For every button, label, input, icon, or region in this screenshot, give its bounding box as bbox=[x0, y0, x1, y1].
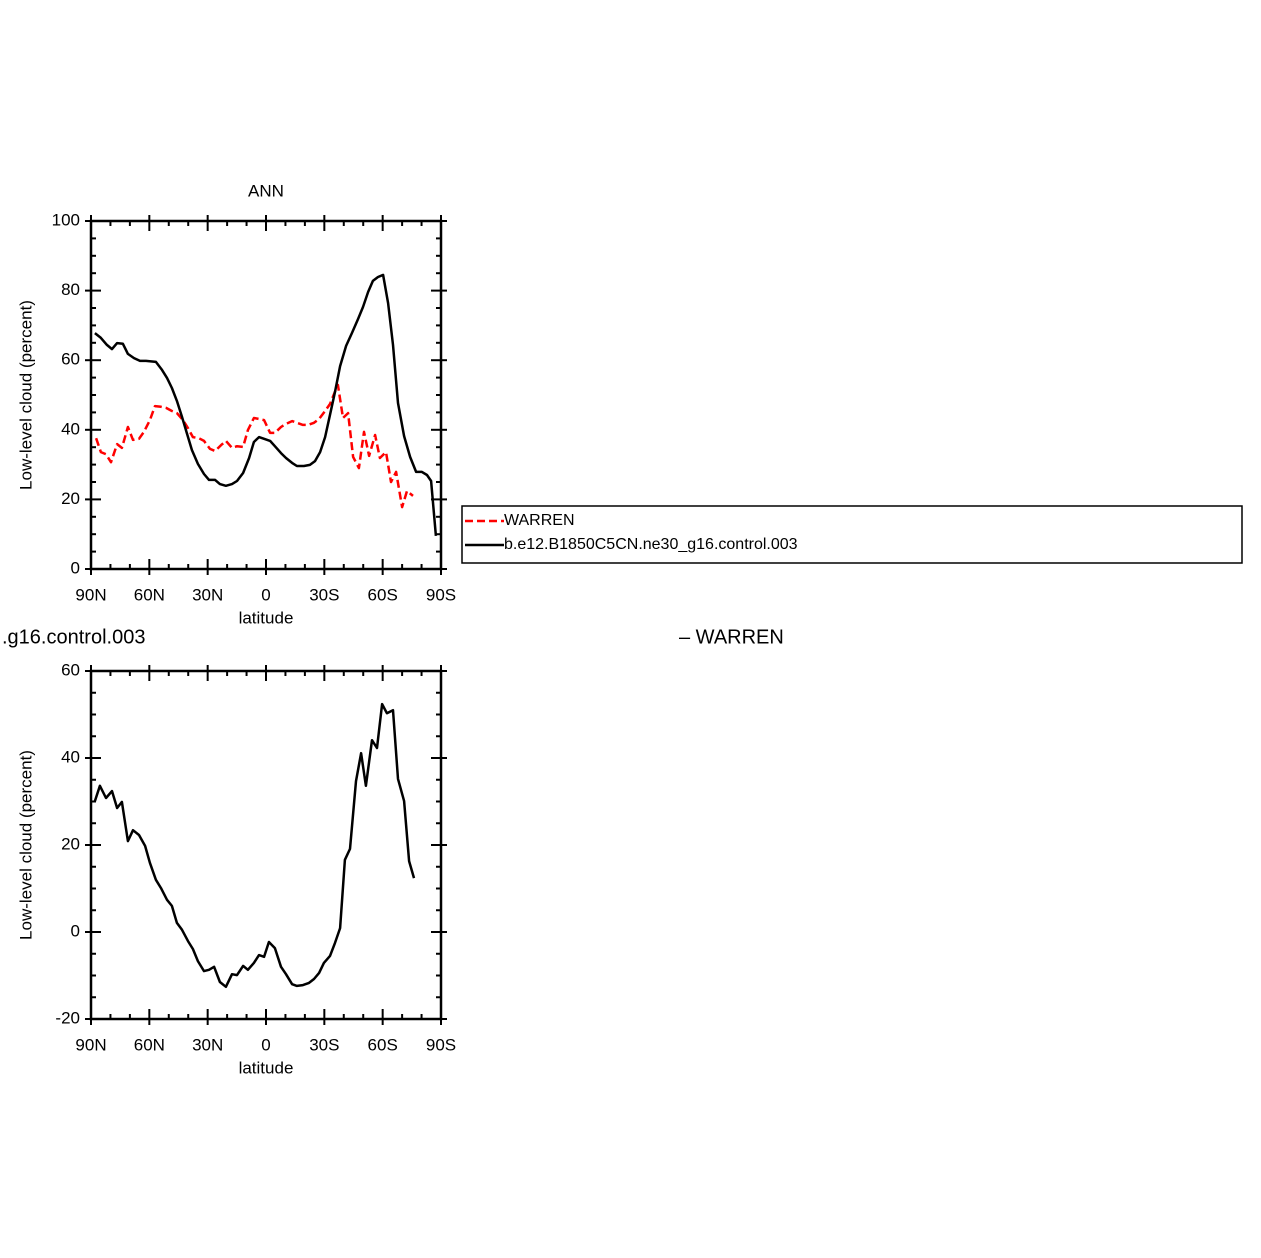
y-tick-label: 0 bbox=[71, 558, 80, 577]
legend-box bbox=[461, 505, 1243, 564]
x-tick-label: 0 bbox=[261, 1035, 270, 1054]
y-axis-label: Low-level cloud (percent) bbox=[16, 750, 35, 940]
x-tick-label: 30N bbox=[192, 1035, 223, 1054]
x-tick-label: 0 bbox=[261, 585, 270, 604]
y-tick-label: 20 bbox=[61, 489, 80, 508]
chart-title-right: – WARREN bbox=[679, 626, 784, 648]
y-tick-label: 0 bbox=[71, 921, 80, 940]
legend-label: WARREN bbox=[504, 512, 575, 529]
plot-frame bbox=[89, 219, 443, 571]
chart-title-left: .g16.control.003 bbox=[2, 626, 145, 648]
x-tick-label: 30N bbox=[192, 585, 223, 604]
y-tick-label: 80 bbox=[61, 280, 80, 299]
x-tick-label: 90S bbox=[426, 585, 456, 604]
plot-frame bbox=[89, 669, 443, 1021]
x-axis-label: latitude bbox=[239, 608, 294, 627]
x-tick-label: 90S bbox=[426, 1035, 456, 1054]
x-tick-label: 60N bbox=[134, 1035, 165, 1054]
x-tick-label: 30S bbox=[309, 585, 339, 604]
y-tick-label: 100 bbox=[52, 210, 80, 229]
x-tick-label: 30S bbox=[309, 1035, 339, 1054]
y-tick-label: 40 bbox=[61, 747, 80, 766]
x-axis-label: latitude bbox=[239, 1058, 294, 1077]
x-tick-label: 90N bbox=[75, 1035, 106, 1054]
data-line bbox=[94, 273, 438, 537]
data-line bbox=[94, 383, 414, 509]
y-tick-label: 40 bbox=[61, 419, 80, 438]
x-tick-label: 60N bbox=[134, 585, 165, 604]
y-tick-label: 20 bbox=[61, 834, 80, 853]
y-tick-label: 60 bbox=[61, 350, 80, 369]
x-tick-label: 90N bbox=[75, 585, 106, 604]
x-tick-label: 60S bbox=[368, 1035, 398, 1054]
chart-title: ANN bbox=[248, 181, 284, 200]
y-tick-label: 60 bbox=[61, 660, 80, 679]
legend-label: b.e12.B1850C5CN.ne30_g16.control.003 bbox=[504, 536, 798, 553]
y-tick-label: -20 bbox=[55, 1008, 80, 1027]
data-line bbox=[93, 702, 416, 989]
x-tick-label: 60S bbox=[368, 585, 398, 604]
y-axis-label: Low-level cloud (percent) bbox=[16, 300, 35, 490]
